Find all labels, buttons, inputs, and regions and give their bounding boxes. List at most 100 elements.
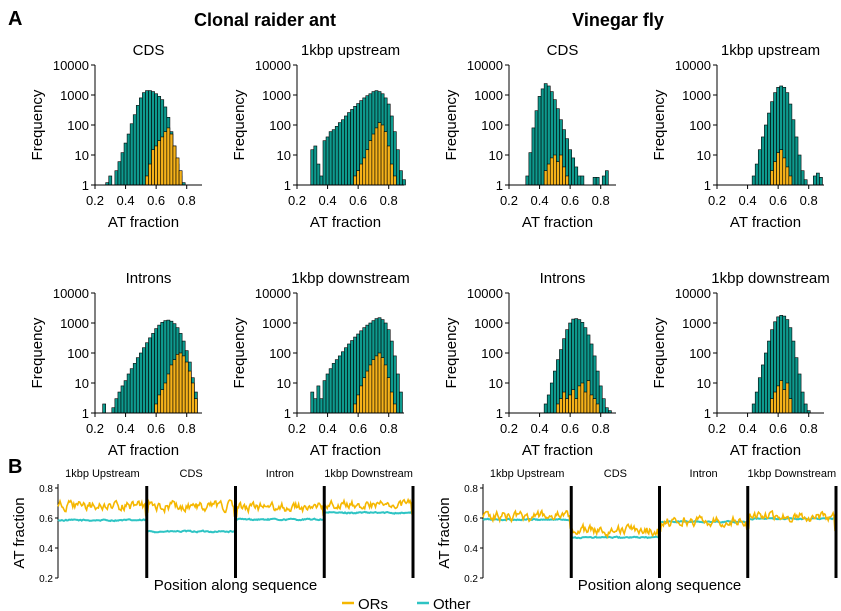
hist-7-or-bar (776, 385, 780, 414)
hist-1-other-bar (399, 170, 403, 186)
hist-4-or-bar (178, 352, 183, 414)
hist-5-or-bar (383, 364, 388, 414)
hist-1-xtick-label: 0.4 (319, 193, 337, 208)
hist-0-xtick-label: 0.8 (178, 193, 196, 208)
hist-6-xtick-label: 0.8 (592, 421, 610, 436)
line-1-segment-label: 1kbp Downstream (748, 468, 837, 480)
hist-7-other-bar (757, 377, 762, 414)
hist-5-xlabel: AT fraction (310, 442, 381, 459)
hist-0-or-bar (160, 136, 165, 186)
hist-2-ytick-label: 10 (489, 148, 503, 163)
hist-5-xtick-label: 0.6 (349, 421, 367, 436)
line-1-ytick-label: 0.8 (464, 484, 478, 495)
hist-7-ytick-label: 10000 (675, 286, 711, 301)
hist-5-other-bar (319, 398, 324, 414)
hist-7-xtick-label: 0.2 (708, 421, 726, 436)
hist-4-or-bar (184, 361, 189, 414)
hist-0-or-bar (163, 131, 168, 186)
line-0-segment-label: CDS (180, 468, 203, 480)
hist-7-or-bar (788, 398, 793, 414)
hist-1-other-bar (337, 122, 342, 186)
hist-2-or-bar (546, 163, 551, 186)
hist-1-or-bar (356, 170, 360, 186)
hist-6-or-bar (568, 394, 572, 414)
hist-0-or-bar (169, 133, 174, 186)
hist-2-other-bar (595, 177, 600, 186)
legend-label-other: Other (433, 596, 471, 611)
hist-1-ylabel: Frequency (231, 89, 248, 160)
hist-2-or-bar (556, 161, 560, 186)
hist-5-other-bar (310, 391, 315, 414)
hist-6-xtick-label: 0.4 (531, 421, 549, 436)
hist-1-other-bar (313, 145, 318, 186)
hist-7-or-bar (782, 389, 787, 414)
hist-4-other-bar (111, 407, 116, 414)
hist-3-ytick-label: 10 (697, 148, 711, 163)
hist-7-other-bar (791, 340, 796, 414)
hist-4-or-bar (187, 370, 192, 414)
hist-3-ytick-label: 1 (704, 178, 711, 193)
hist-1-ytick-label: 1 (284, 178, 291, 193)
hist-5-or-bar (356, 394, 360, 414)
hist-4-ytick-label: 1 (82, 406, 89, 421)
hist-3-ylabel: Frequency (651, 89, 668, 160)
hist-5-or-bar (368, 364, 373, 414)
hist-0-other-bar (117, 161, 122, 186)
hist-3-ytick-label: 10000 (675, 58, 711, 73)
line-0-ytick-label: 0.8 (39, 484, 53, 495)
hist-0-or-bar (151, 149, 155, 186)
hist-7-xtick-label: 0.4 (739, 421, 757, 436)
hist-1-other-bar (396, 149, 400, 186)
hist-4-or-bar (194, 398, 198, 414)
hist-4-xlabel: AT fraction (108, 442, 179, 459)
hist-2-other-bar (540, 88, 545, 186)
hist-0-other-bar (145, 90, 149, 186)
hist-1-other-bar (350, 109, 354, 186)
hist-0-ytick-label: 10 (75, 148, 89, 163)
hist-0-other-bar (108, 175, 113, 186)
hist-6-or-bar (586, 380, 591, 414)
hist-1-other-bar (353, 106, 357, 186)
hist-4-other-bar (142, 347, 146, 414)
hist-7-xtick-label: 0.6 (769, 421, 787, 436)
hist-0-or-bar (154, 145, 158, 186)
hist-0-or-bar (178, 170, 183, 186)
hist-6-xlabel: AT fraction (522, 442, 593, 459)
hist-2-ylabel: Frequency (443, 89, 460, 160)
hist-4-or-bar (157, 394, 162, 414)
hist-1-other-bar (319, 175, 324, 186)
hist-0-ytick-label: 100 (67, 118, 89, 133)
hist-6-or-bar (559, 398, 563, 414)
hist-1-other-bar (334, 126, 339, 186)
hist-3-other-bar (791, 119, 796, 186)
line-1-segment-label: 1kbp Upstream (490, 468, 565, 480)
hist-3-xlabel: AT fraction (730, 214, 801, 231)
hist-6-or-bar (556, 403, 560, 414)
hist-2-ytick-label: 1000 (474, 88, 503, 103)
hist-4-other-bar (126, 373, 131, 414)
hist-5-ytick-label: 1000 (262, 316, 291, 331)
hist-0-ytick-label: 1 (82, 178, 89, 193)
line-1-ytick-label: 0.2 (464, 574, 478, 585)
hist-5-other-bar (325, 373, 330, 414)
hist-4-or-bar (163, 382, 168, 414)
hist-4-ytick-label: 1000 (60, 316, 89, 331)
hist-0-or-bar (145, 175, 149, 186)
hist-4-xtick-label: 0.2 (86, 421, 104, 436)
line-0-segment-label: 1kbp Downstream (324, 468, 413, 480)
hist-3-other-bar (797, 154, 802, 186)
hist-5-other-bar (350, 340, 354, 414)
line-1-segment-label: CDS (604, 468, 627, 480)
hist-2-other-bar (534, 110, 539, 186)
hist-2-or-bar (553, 154, 557, 186)
hist-4-other-bar (139, 352, 143, 414)
hist-0-xlabel: AT fraction (108, 214, 179, 231)
hist-7-title: 1kbp downstream (711, 270, 829, 287)
hist-0-or-bar (157, 140, 162, 186)
species-title-ant: Clonal raider ant (193, 10, 337, 30)
hist-6-title: Introns (540, 270, 586, 287)
hist-3-or-bar (776, 152, 780, 186)
hist-2-other-bar (525, 175, 530, 186)
hist-6-or-bar (562, 391, 566, 414)
